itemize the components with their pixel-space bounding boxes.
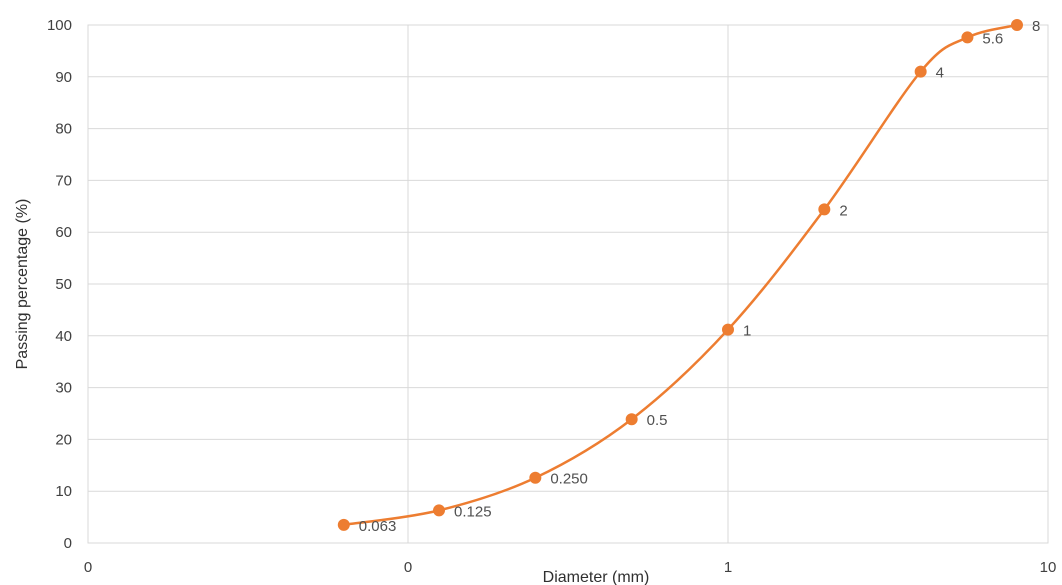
data-point	[722, 323, 734, 336]
data-point	[818, 203, 831, 216]
data-label: 4	[936, 65, 944, 82]
y-tick-label: 60	[55, 224, 72, 241]
y-tick-label: 30	[55, 380, 72, 397]
y-axis-title: Passing percentage (%)	[14, 199, 31, 370]
y-tick-label: 90	[55, 69, 72, 86]
data-point	[914, 65, 927, 78]
x-axis-title: Diameter (mm)	[543, 569, 650, 585]
y-tick-label: 10	[55, 483, 72, 500]
data-point	[529, 471, 542, 484]
data-point	[625, 413, 638, 426]
x-tick-label: 0	[84, 559, 92, 576]
y-tick-label: 0	[64, 535, 72, 552]
data-label: 2	[839, 202, 847, 219]
data-label: 0.250	[550, 471, 588, 488]
y-tick-label: 20	[55, 431, 72, 448]
data-point	[337, 518, 350, 531]
data-point	[961, 31, 974, 44]
series-line	[343, 23, 1018, 527]
data-label: 5.6	[982, 30, 1003, 47]
data-label: 0.125	[454, 503, 492, 520]
data-label: 0.063	[359, 518, 397, 535]
x-tick-label: 1	[724, 559, 732, 576]
data-label: 8	[1032, 18, 1040, 35]
series-layer	[337, 19, 1023, 531]
grid-lines	[87, 24, 1049, 544]
data-point	[1010, 19, 1023, 31]
plot-area-border	[87, 24, 1049, 544]
y-tick-label: 70	[55, 172, 72, 189]
y-tick-label: 100	[47, 17, 72, 34]
data-label: 0.5	[647, 412, 668, 429]
x-tick-label: 0	[404, 559, 412, 576]
y-tick-label: 40	[55, 328, 72, 345]
data-labels: 0.063 0.125 0.250 0.5 1 2 4 5.6 8	[359, 18, 1041, 535]
y-tick-label: 80	[55, 121, 72, 138]
data-label: 1	[743, 323, 751, 340]
y-tick-label: 50	[55, 276, 72, 293]
x-tick-label: 10	[1040, 559, 1057, 576]
data-point	[433, 504, 446, 517]
